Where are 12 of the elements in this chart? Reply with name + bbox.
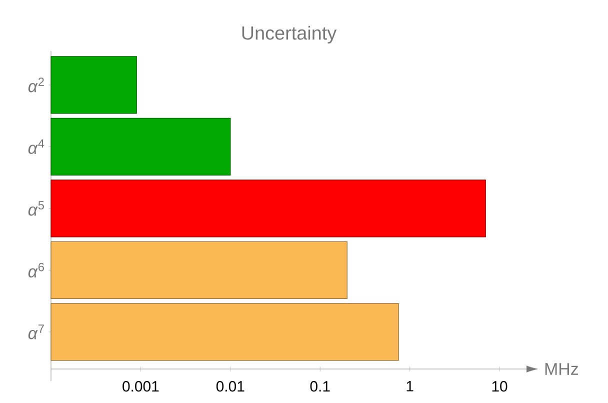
x-tick-label: 0.001 <box>122 381 159 392</box>
x-tick-label: 10 <box>492 381 508 392</box>
y-tick-label: α$^{7}$ <box>28 324 44 340</box>
x-tick-label: 1 <box>406 381 414 392</box>
x-axis-title: MHz <box>545 363 578 375</box>
y-tick-label: α$^{6}$ <box>28 262 44 278</box>
y-tick-label: α$^{2}$ <box>28 78 44 92</box>
chart-title: Uncertainty <box>242 26 337 44</box>
x-tick-label: 0.1 <box>310 381 330 392</box>
x-tick-label: 0.01 <box>216 381 244 392</box>
y-tick-label: α$^{4}$ <box>28 139 44 154</box>
y-tick-label: α$^{5}$ <box>28 201 44 216</box>
